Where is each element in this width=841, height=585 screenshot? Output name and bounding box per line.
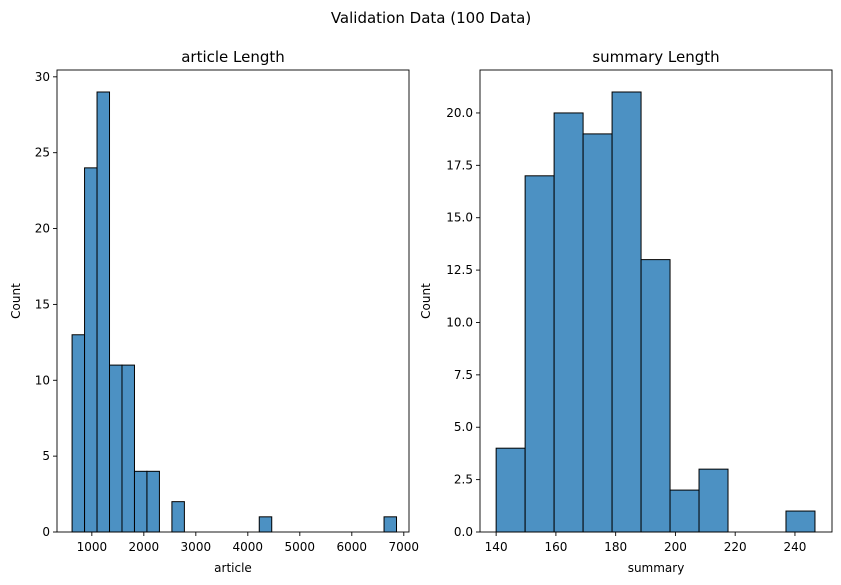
axes-title: summary Length [592,48,719,66]
x-axis-label: summary [628,561,685,575]
y-tick-label: 5.0 [454,420,473,434]
y-tick-label: 15 [35,297,50,311]
x-tick-label: 4000 [233,540,264,554]
histogram-bar [121,364,135,533]
y-tick-label: 15.0 [446,211,473,225]
y-tick-label: 5 [42,449,50,463]
y-tick-label: 20.0 [446,106,473,120]
figure-suptitle: Validation Data (100 Data) [331,9,531,27]
axes-frame [479,69,833,533]
histogram-bar [495,447,526,533]
histogram-bar [785,510,816,533]
x-tick-label: 2000 [129,540,160,554]
x-tick-label: 220 [724,540,747,554]
article-length-histogram: 1000 2000 3000 4000 5000 6000 7000 0 5 10 15 20 25 30… [9,48,419,575]
histogram-bar [84,167,98,533]
x-tick-label: 140 [485,540,508,554]
x-tick-label: 6000 [337,540,368,554]
summary-length-histogram: 140 160 180 200 220 240 0.0 2.5 5.0 7.5 10.0 12.5 15… [419,48,833,575]
y-tick-label: 0 [42,525,50,539]
histogram-bar [553,112,584,533]
x-tick-label: 3000 [181,540,212,554]
x-tick-label: 240 [783,540,806,554]
y-axis-label: Count [419,283,433,319]
y-tick-label: 10 [35,373,50,387]
y-tick-label: 17.5 [446,158,473,172]
histogram-bar [258,516,273,533]
histogram-bar [109,364,123,533]
histogram-bar [669,489,700,533]
histogram-bar [582,133,613,533]
histogram-bar [133,470,148,533]
y-tick-label: 0.0 [454,525,473,539]
histogram-bar [96,91,111,533]
x-axis-label: article [214,561,252,575]
x-tick-label: 160 [544,540,567,554]
axes-frame [56,69,410,533]
x-tick-label: 180 [604,540,627,554]
axes-title: article Length [181,48,285,66]
histogram-bar [146,470,160,533]
y-tick-label: 10.0 [446,315,473,329]
histogram-bar [383,516,398,533]
histogram-bar [611,91,642,533]
histogram-bar [171,501,185,533]
y-tick-label: 7.5 [454,368,473,382]
y-tick-label: 2.5 [454,473,473,487]
y-tick-label: 30 [35,70,50,84]
histogram-bar [698,468,729,533]
x-tick-label: 7000 [389,540,420,554]
y-tick-label: 12.5 [446,263,473,277]
y-axis-label: Count [9,283,23,319]
y-tick-label: 25 [35,146,50,160]
x-tick-label: 200 [664,540,687,554]
histogram-bar [640,259,671,533]
y-tick-label: 20 [35,222,50,236]
x-tick-label: 1000 [77,540,108,554]
x-tick-label: 5000 [285,540,316,554]
histogram-bar [524,175,555,533]
histogram-bar [71,334,86,533]
